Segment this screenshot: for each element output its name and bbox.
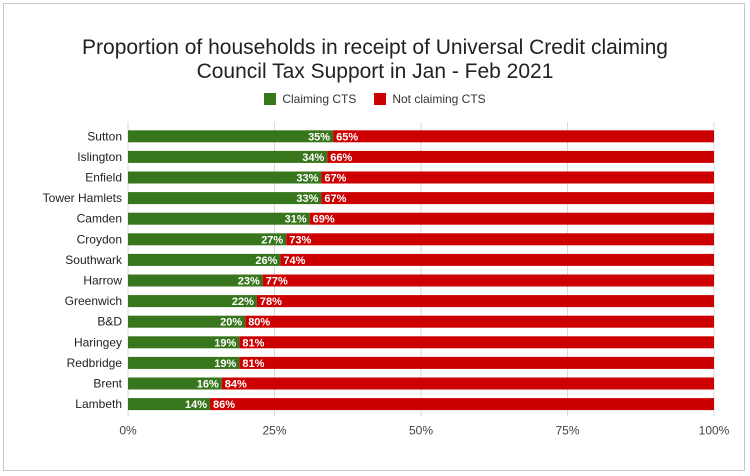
bar-not-claiming [309, 212, 714, 225]
data-label-not-claiming: 66% [330, 152, 352, 164]
data-label-claiming: 31% [285, 214, 307, 226]
legend-item-claiming: Claiming CTS [264, 92, 356, 106]
data-label-not-claiming: 74% [283, 255, 305, 267]
legend-swatch-claiming [264, 93, 277, 105]
chart-title: Proportion of households in receipt of U… [0, 36, 750, 84]
x-tick-label: 0% [119, 423, 137, 437]
bar-not-claiming [256, 295, 714, 308]
bar-claiming [128, 398, 211, 411]
data-label-not-claiming: 84% [225, 379, 247, 391]
bar-not-claiming [245, 315, 714, 328]
bar-not-claiming [327, 150, 714, 163]
bar-claiming [128, 130, 334, 143]
category-label: Tower Hamlets [43, 191, 122, 205]
data-label-claiming: 20% [220, 317, 242, 329]
category-label: Islington [77, 150, 122, 164]
x-tick-label: 75% [555, 423, 579, 437]
bar-claiming [128, 295, 257, 308]
bar-not-claiming [210, 398, 715, 411]
bar-not-claiming [239, 356, 714, 369]
category-label: Redbridge [67, 356, 123, 370]
bar-claiming [128, 212, 310, 225]
chart-title-line-1: Proportion of households in receipt of U… [82, 36, 668, 59]
data-label-not-claiming: 65% [336, 131, 358, 143]
data-label-not-claiming: 78% [260, 296, 282, 308]
bar-not-claiming [286, 233, 714, 246]
data-label-claiming: 23% [238, 276, 260, 288]
data-label-not-claiming: 67% [324, 173, 346, 185]
bar-not-claiming [321, 192, 714, 205]
category-label: Croydon [77, 232, 122, 246]
category-label: Enfield [85, 171, 122, 185]
legend-swatch-not-claiming [374, 93, 387, 105]
x-tick-label: 25% [262, 423, 286, 437]
data-label-not-claiming: 80% [248, 317, 270, 329]
bar-claiming [128, 233, 287, 246]
bar-not-claiming [221, 377, 714, 390]
bar-claiming [128, 336, 240, 349]
bar-not-claiming [321, 171, 714, 184]
data-label-claiming: 35% [308, 131, 330, 143]
data-label-claiming: 19% [214, 337, 236, 349]
data-label-claiming: 33% [296, 193, 318, 205]
bar-claiming [128, 192, 322, 205]
category-label: Harrow [83, 274, 122, 288]
data-label-claiming: 27% [261, 234, 283, 246]
data-label-claiming: 33% [296, 173, 318, 185]
bar-claiming [128, 253, 281, 266]
legend-label-claiming: Claiming CTS [282, 92, 357, 106]
category-label: Sutton [87, 129, 122, 143]
data-label-not-claiming: 69% [313, 214, 335, 226]
legend-label-not-claiming: Not claiming CTS [392, 92, 486, 106]
data-label-claiming: 34% [302, 152, 324, 164]
category-label: B&D [97, 315, 122, 329]
bar-not-claiming [239, 336, 714, 349]
category-label: Greenwich [65, 294, 122, 308]
data-label-not-claiming: 77% [266, 276, 288, 288]
data-label-claiming: 14% [185, 399, 207, 411]
data-label-not-claiming: 81% [242, 358, 264, 370]
bar-claiming [128, 377, 222, 390]
legend-item-not-claiming: Not claiming CTS [374, 92, 486, 106]
chart-title-line-2: Council Tax Support in Jan - Feb 2021 [196, 60, 554, 83]
category-label: Lambeth [75, 397, 122, 411]
bar-not-claiming [262, 274, 714, 287]
bar-not-claiming [280, 253, 714, 266]
category-label: Haringey [74, 335, 122, 349]
category-label: Brent [93, 377, 122, 391]
bar-claiming [128, 274, 263, 287]
category-label: Camden [77, 212, 122, 226]
data-label-not-claiming: 86% [213, 399, 235, 411]
data-label-not-claiming: 67% [324, 193, 346, 205]
data-label-claiming: 16% [197, 379, 219, 391]
bar-claiming [128, 171, 322, 184]
bar-not-claiming [333, 130, 714, 143]
bar-claiming [128, 150, 328, 163]
data-label-claiming: 22% [232, 296, 254, 308]
data-label-not-claiming: 81% [242, 337, 264, 349]
bar-claiming [128, 356, 240, 369]
x-tick-label: 50% [409, 423, 433, 437]
data-label-claiming: 26% [255, 255, 277, 267]
x-tick-label: 100% [699, 423, 730, 437]
category-label: Southwark [65, 253, 123, 267]
data-label-not-claiming: 73% [289, 234, 311, 246]
chart-legend: Claiming CTS Not claiming CTS [0, 92, 750, 106]
data-label-claiming: 19% [214, 358, 236, 370]
bar-claiming [128, 315, 246, 328]
